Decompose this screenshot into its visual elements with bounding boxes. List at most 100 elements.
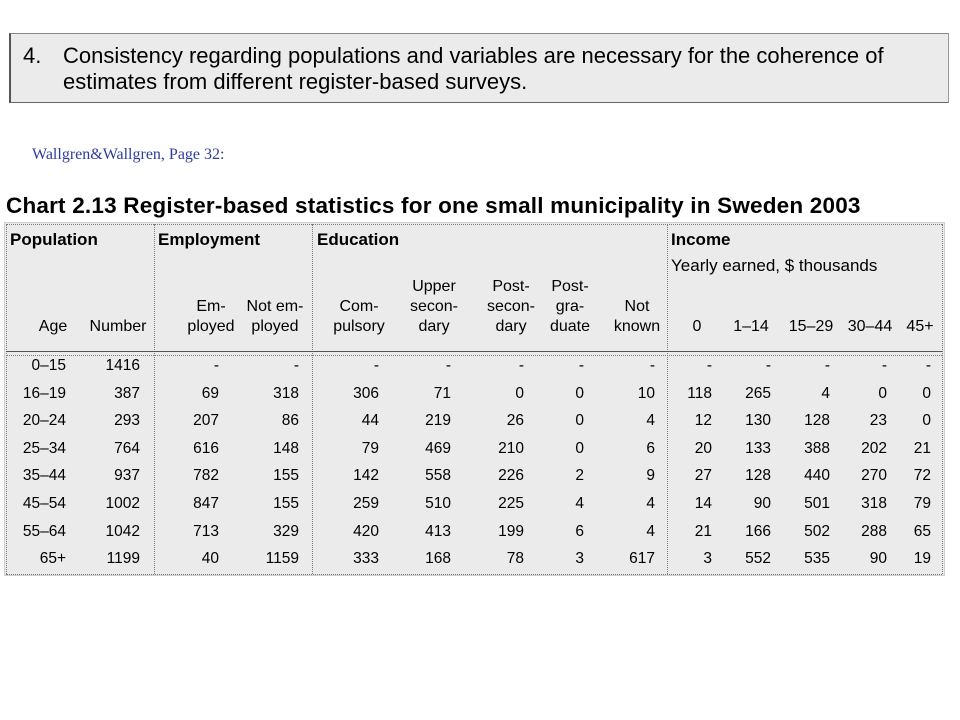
table-cell: 210	[498, 439, 524, 457]
point-text: Consistency regarding populations and va…	[63, 43, 884, 94]
table-rule	[6, 224, 942, 225]
table-cell: 202	[861, 439, 887, 457]
source-reference: Wallgren&Wallgren, Page 32:	[32, 146, 225, 163]
table-cell: 69	[201, 384, 219, 402]
table-cell: 259	[353, 495, 379, 512]
column-header-not-employed: Not em- ployed	[246, 298, 304, 335]
row-label-age: 16–19	[22, 384, 66, 402]
table-divider	[667, 224, 668, 574]
table-cell: 226	[498, 467, 524, 485]
numbered-point-box: 4. Consistency regarding populations and…	[9, 33, 949, 103]
table-cell: 502	[804, 522, 830, 540]
table-cell: 4	[646, 412, 655, 430]
table-cell: 293	[114, 412, 140, 430]
column-header-income-0: 0	[692, 318, 702, 335]
table-cell: 4	[575, 495, 584, 512]
table-cell: 2	[575, 467, 584, 485]
row-label-age: 35–44	[22, 467, 66, 485]
table-cell: 14	[694, 495, 712, 512]
table-cell: 130	[745, 412, 771, 430]
table-cell: 23	[869, 412, 887, 430]
table-cell: 6	[646, 439, 655, 457]
column-header-income-15-29: 15–29	[788, 318, 834, 335]
table-cell: 270	[861, 467, 887, 485]
table-cell: -	[293, 357, 299, 374]
table-cell: 148	[273, 439, 299, 457]
table-cell: 10	[637, 384, 655, 402]
table-cell: 420	[353, 522, 379, 540]
row-label-age: 20–24	[22, 412, 66, 430]
table-cell: 71	[433, 384, 451, 402]
column-header-income-1-14: 1–14	[733, 318, 769, 335]
table-cell: 558	[425, 467, 451, 485]
table-cell: 713	[193, 522, 219, 540]
table-cell: 90	[869, 550, 887, 568]
column-header-post-graduate: Post- gra- duate	[549, 278, 591, 335]
table-cell: 207	[193, 412, 219, 430]
column-header-compulsory: Com- pulsory	[333, 298, 385, 335]
point-number: 4.	[23, 43, 42, 68]
table-cell: 155	[273, 495, 299, 512]
table-cell: 265	[745, 384, 771, 402]
statistics-table	[4, 222, 945, 576]
table-cell: 1416	[105, 357, 140, 374]
table-cell: 510	[425, 495, 451, 512]
table-cell: 219	[425, 412, 451, 430]
table-divider	[6, 224, 7, 574]
table-cell: 86	[281, 412, 299, 430]
row-label-age: 45–54	[22, 495, 66, 512]
table-cell: 782	[193, 467, 219, 485]
table-cell: -	[578, 357, 584, 374]
table-cell: 225	[498, 495, 524, 512]
group-header-employment: Employment	[158, 230, 261, 249]
table-divider	[154, 224, 155, 574]
table-cell: 0	[515, 384, 524, 402]
table-cell: 166	[745, 522, 771, 540]
table-cell: -	[213, 357, 219, 374]
table-cell: 937	[114, 467, 140, 485]
table-cell: 168	[425, 550, 451, 568]
row-label-age: 65+	[39, 550, 66, 568]
table-cell: 4	[646, 495, 655, 512]
table-cell: 288	[861, 522, 887, 540]
table-cell: -	[445, 357, 451, 374]
table-cell: 764	[114, 439, 140, 457]
table-cell: 318	[273, 384, 299, 402]
table-cell: 26	[506, 412, 524, 430]
table-cell: 0	[575, 439, 584, 457]
table-cell: 19	[913, 550, 931, 568]
table-cell: 6	[575, 522, 584, 540]
table-cell: 413	[425, 522, 451, 540]
column-header-number: Number	[89, 318, 147, 335]
table-cell: 79	[361, 439, 379, 457]
table-cell: 617	[629, 550, 655, 568]
table-cell: 1159	[265, 550, 299, 568]
table-cell: 0	[878, 384, 887, 402]
table-cell: -	[881, 357, 887, 374]
table-rule	[6, 355, 942, 356]
table-cell: 535	[804, 550, 830, 568]
column-header-employed: Em- ployed	[187, 298, 235, 335]
table-cell: 4	[821, 384, 830, 402]
table-cell: -	[765, 357, 771, 374]
table-cell: 440	[804, 467, 830, 485]
table-cell: 4	[646, 522, 655, 540]
column-header-upper-secondary: Upper secon- dary	[409, 278, 459, 335]
table-cell: 90	[753, 495, 771, 512]
table-cell: 128	[745, 467, 771, 485]
table-cell: 65	[913, 522, 931, 540]
table-cell: 21	[694, 522, 712, 540]
column-header-not-known: Not known	[613, 298, 661, 335]
table-cell: 133	[745, 439, 771, 457]
table-cell: 20	[694, 439, 712, 457]
table-cell: 79	[913, 495, 931, 512]
table-divider	[942, 224, 943, 574]
row-label-age: 0–15	[31, 357, 66, 374]
table-cell: 616	[193, 439, 219, 457]
table-cell: 0	[575, 384, 584, 402]
chart-title: Chart 2.13 Register-based statistics for…	[6, 193, 861, 218]
table-cell: 118	[687, 384, 712, 402]
table-cell: 469	[425, 439, 451, 457]
row-label-age: 25–34	[22, 439, 66, 457]
table-cell: -	[706, 357, 712, 374]
